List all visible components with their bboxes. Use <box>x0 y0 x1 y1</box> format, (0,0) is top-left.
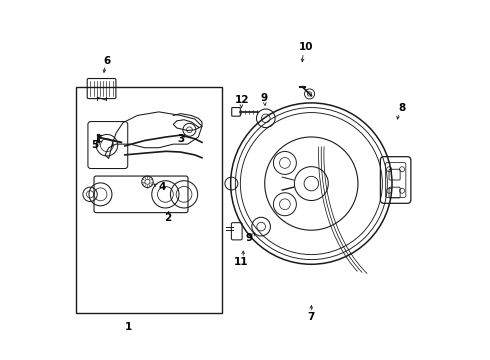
Bar <box>76 87 221 313</box>
Text: 11: 11 <box>233 257 248 267</box>
Text: 9: 9 <box>245 233 252 243</box>
Text: 6: 6 <box>103 55 111 66</box>
Text: 10: 10 <box>299 42 313 52</box>
Text: 5: 5 <box>92 140 98 150</box>
Text: 1: 1 <box>125 322 132 332</box>
Text: 2: 2 <box>164 213 171 223</box>
Text: 7: 7 <box>308 312 315 322</box>
Text: 4: 4 <box>158 182 166 192</box>
Text: 3: 3 <box>177 134 184 144</box>
Text: 8: 8 <box>398 103 406 113</box>
Text: 12: 12 <box>235 95 249 105</box>
Text: 9: 9 <box>260 93 267 103</box>
